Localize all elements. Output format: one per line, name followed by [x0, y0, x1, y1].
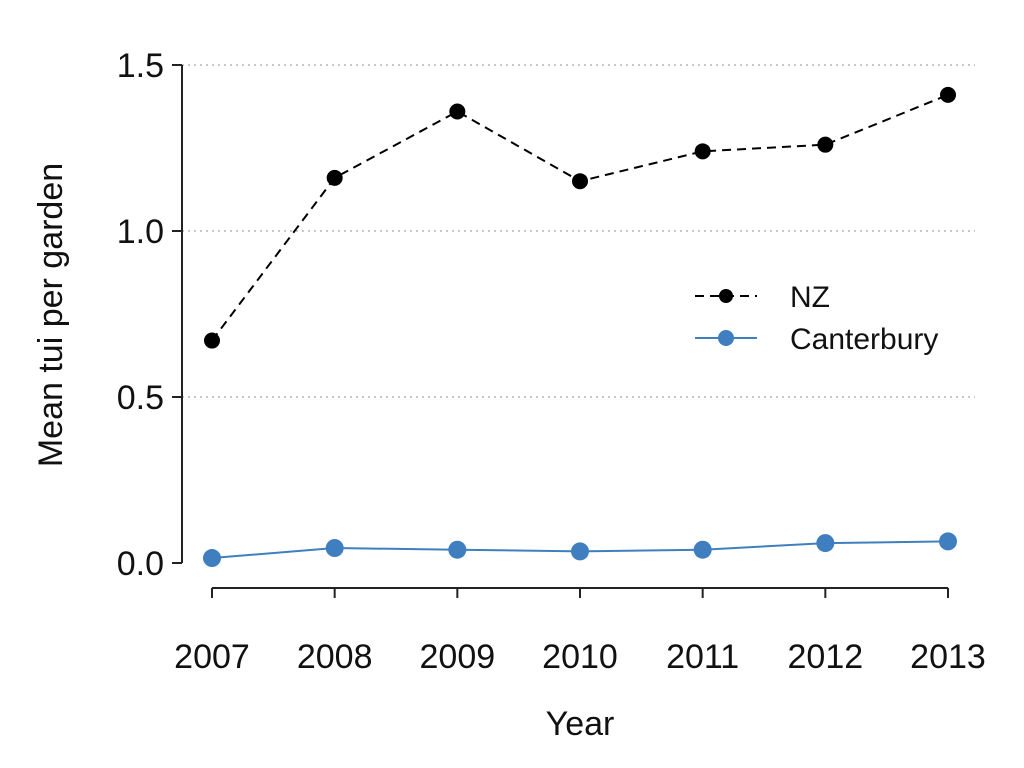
- series-line-nz: [211, 93, 949, 342]
- x-tick-label-5: 2012: [788, 638, 864, 676]
- point-nz-2012: [817, 136, 834, 153]
- x-axis-title: Year: [546, 705, 615, 743]
- legend: NZ Canterbury: [695, 281, 938, 356]
- point-canterbury-2010: [571, 542, 589, 561]
- y-axis-title: Mean tui per garden: [32, 163, 70, 467]
- point-canterbury-2013: [939, 532, 957, 551]
- point-nz-2009: [449, 103, 466, 120]
- legend-label-canterbury: Canterbury: [790, 323, 938, 356]
- point-canterbury-2009: [448, 540, 467, 559]
- point-nz-2007: [204, 332, 220, 349]
- axes: 0.0 0.5 1.0 1.5 2007 2008 2009 2010 2011 2012 2013: [117, 47, 986, 676]
- legend-marker-canterbury: [718, 330, 734, 346]
- point-nz-2008: [326, 169, 343, 186]
- x-tick-label-1: 2008: [297, 638, 373, 676]
- y-tick-label-3: 1.5: [117, 47, 164, 85]
- y-tick-label-0: 0.0: [117, 545, 164, 583]
- point-canterbury-2007: [203, 549, 221, 568]
- point-nz-2011: [694, 143, 711, 160]
- x-tick-label-3: 2010: [542, 638, 618, 676]
- point-canterbury-2012: [816, 534, 835, 553]
- legend-label-nz: NZ: [790, 281, 830, 314]
- point-canterbury-2008: [325, 539, 344, 558]
- y-tick-label-1: 0.5: [117, 379, 164, 417]
- point-nz-2010: [572, 173, 588, 190]
- x-tick-label-0: 2007: [174, 638, 250, 676]
- legend-marker-nz: [719, 289, 733, 303]
- x-tick-label-2: 2009: [420, 638, 496, 676]
- y-tick-label-2: 1.0: [117, 213, 164, 251]
- series-layer: [203, 86, 957, 568]
- point-canterbury-2011: [693, 540, 712, 559]
- point-nz-2013: [940, 86, 956, 103]
- x-tick-label-4: 2011: [666, 638, 739, 676]
- x-tick-label-6: 2013: [910, 638, 986, 676]
- grid-lines: [182, 64, 975, 398]
